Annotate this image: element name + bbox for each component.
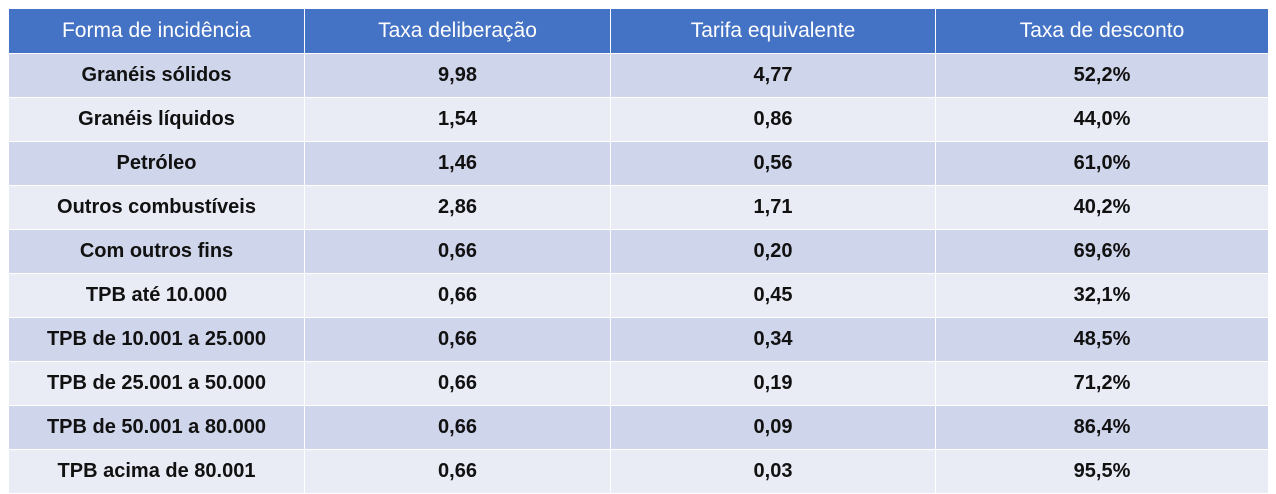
table-cell: 1,54 [304, 97, 611, 142]
row-label: Petróleo [8, 141, 305, 186]
table-cell: 69,6% [935, 229, 1269, 274]
table-row: Petróleo 1,46 0,56 61,0% [8, 141, 1269, 186]
data-table: Forma de incidência Taxa deliberação Tarif… [8, 8, 1269, 494]
table-cell: 52,2% [935, 53, 1269, 98]
table-cell: 95,5% [935, 449, 1269, 494]
table-row: TPB de 25.001 a 50.000 0,66 0,19 71,2% [8, 361, 1269, 406]
table-row: TPB até 10.000 0,66 0,45 32,1% [8, 273, 1269, 318]
table-cell: 48,5% [935, 317, 1269, 362]
table-cell: 1,46 [304, 141, 611, 186]
header-row: Forma de incidência Taxa deliberação Tarif… [8, 8, 1269, 54]
table-cell: 32,1% [935, 273, 1269, 318]
table-cell: 71,2% [935, 361, 1269, 406]
table-cell: 61,0% [935, 141, 1269, 186]
header-cell: Forma de incidência [8, 8, 305, 54]
row-label: TPB de 10.001 a 25.000 [8, 317, 305, 362]
row-label: TPB de 50.001 a 80.000 [8, 405, 305, 450]
table-cell: 0,19 [610, 361, 936, 406]
table-cell: 0,66 [304, 317, 611, 362]
table-cell: 0,66 [304, 361, 611, 406]
table-cell: 0,66 [304, 273, 611, 318]
table-cell: 9,98 [304, 53, 611, 98]
table-cell: 44,0% [935, 97, 1269, 142]
row-label: TPB acima de 80.001 [8, 449, 305, 494]
header-cell: Tarifa equivalente [610, 8, 936, 54]
table-cell: 0,56 [610, 141, 936, 186]
table-cell: 0,66 [304, 449, 611, 494]
table-cell: 4,77 [610, 53, 936, 98]
row-label: Com outros fins [8, 229, 305, 274]
table-row: TPB de 50.001 a 80.000 0,66 0,09 86,4% [8, 405, 1269, 450]
table-cell: 0,45 [610, 273, 936, 318]
table-cell: 0,03 [610, 449, 936, 494]
table-cell: 0,34 [610, 317, 936, 362]
table-cell: 1,71 [610, 185, 936, 230]
table-cell: 0,09 [610, 405, 936, 450]
table-row: Granéis sólidos 9,98 4,77 52,2% [8, 53, 1269, 98]
table-row: Com outros fins 0,66 0,20 69,6% [8, 229, 1269, 274]
table-row: TPB de 10.001 a 25.000 0,66 0,34 48,5% [8, 317, 1269, 362]
row-label: Granéis líquidos [8, 97, 305, 142]
table-cell: 86,4% [935, 405, 1269, 450]
row-label: TPB de 25.001 a 50.000 [8, 361, 305, 406]
row-label: Granéis sólidos [8, 53, 305, 98]
table-cell: 0,86 [610, 97, 936, 142]
table-row: Outros combustíveis 2,86 1,71 40,2% [8, 185, 1269, 230]
table-row: TPB acima de 80.001 0,66 0,03 95,5% [8, 449, 1269, 494]
table-cell: 0,66 [304, 229, 611, 274]
row-label: Outros combustíveis [8, 185, 305, 230]
table-cell: 2,86 [304, 185, 611, 230]
table-row: Granéis líquidos 1,54 0,86 44,0% [8, 97, 1269, 142]
table-cell: 40,2% [935, 185, 1269, 230]
header-cell: Taxa deliberação [304, 8, 611, 54]
table-cell: 0,20 [610, 229, 936, 274]
row-label: TPB até 10.000 [8, 273, 305, 318]
header-cell: Taxa de desconto [935, 8, 1269, 54]
table-cell: 0,66 [304, 405, 611, 450]
table-body: Granéis sólidos 9,98 4,77 52,2% Granéis líqu… [8, 53, 1269, 494]
